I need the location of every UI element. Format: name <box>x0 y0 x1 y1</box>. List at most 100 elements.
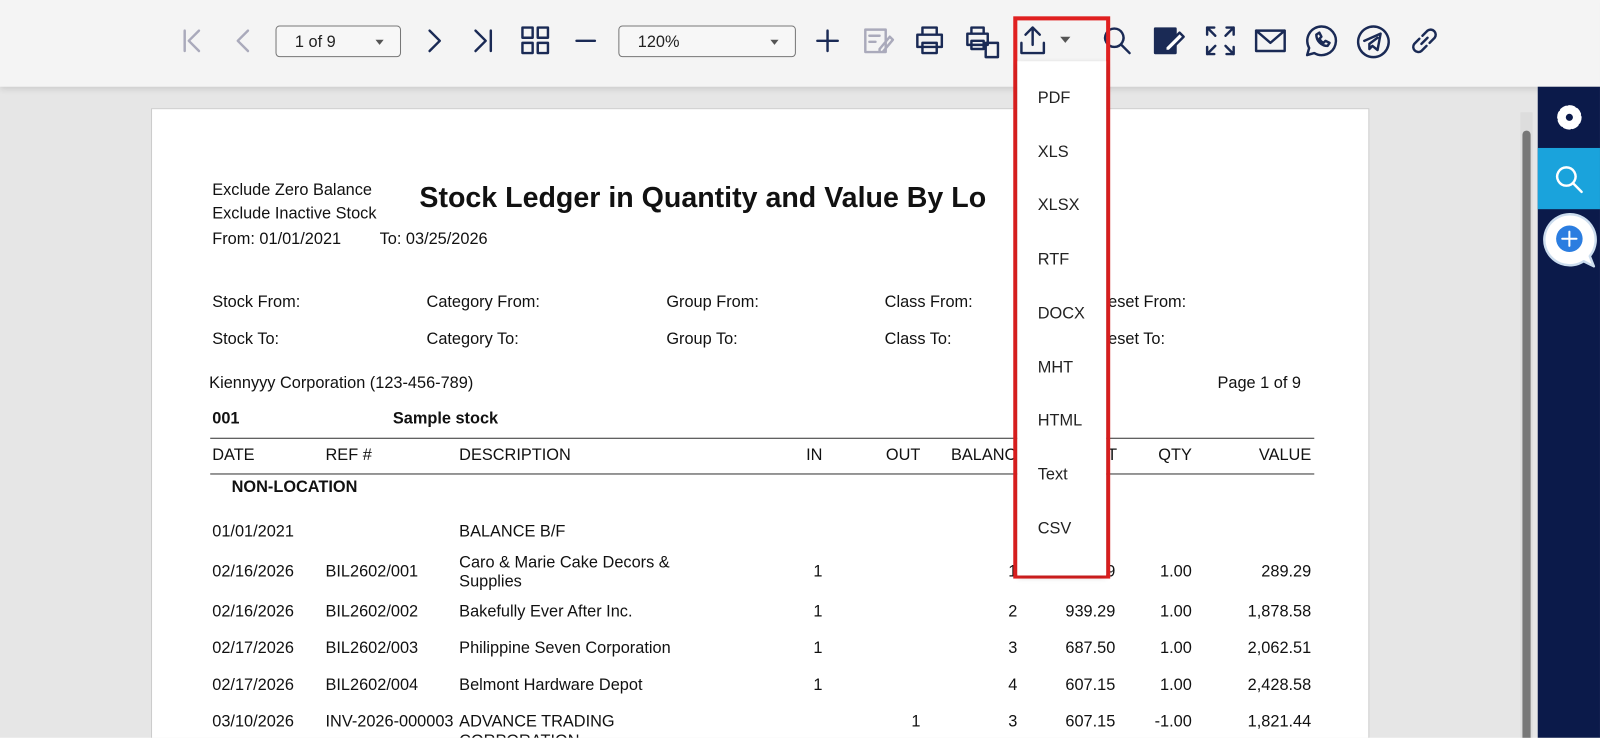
column-header: OUT <box>885 446 921 465</box>
sidebar-search-button[interactable] <box>1537 147 1600 210</box>
cell-description: Bakefully Ever After Inc. <box>459 603 633 621</box>
cell-value: 2,428.58 <box>1247 676 1312 694</box>
rule <box>210 437 1315 439</box>
column-header: QTY <box>1158 446 1192 465</box>
location: NON-LOCATION <box>231 478 358 496</box>
column-header: DATE <box>212 446 255 465</box>
cell-ref: INV-2026-000003 <box>325 713 454 731</box>
report-option: Exclude Inactive Stock <box>212 205 377 223</box>
column-header: IN <box>806 446 823 465</box>
report-option: Exclude Zero Balance <box>212 181 372 199</box>
export-option[interactable]: DOCX <box>1037 304 1085 323</box>
cell-qty: 1.00 <box>1160 563 1192 581</box>
export-option[interactable]: CSV <box>1037 519 1072 538</box>
print-button[interactable] <box>914 24 945 57</box>
sidebar <box>1537 86 1600 738</box>
thumbnails-button[interactable] <box>520 24 551 57</box>
first-page-button[interactable] <box>180 24 204 57</box>
cell-ref: BIL2602/001 <box>325 563 419 581</box>
cell-qty: 1.00 <box>1160 639 1192 658</box>
export-option[interactable]: XLS <box>1037 143 1069 161</box>
whatsapp-button[interactable] <box>1305 24 1340 59</box>
cell-description: BALANCE B/F <box>459 523 566 541</box>
export-button[interactable] <box>1018 24 1049 57</box>
company: Kiennyyy Corporation (123-456-789) <box>209 374 474 392</box>
page-selector[interactable]: 1 of 9 <box>275 25 402 58</box>
report-page: Exclude Zero Balance Exclude Inactive Sto… <box>151 108 1370 738</box>
cell-value: 1,821.44 <box>1247 713 1312 731</box>
filter-from: Category From: <box>426 293 540 312</box>
edit-button <box>864 28 895 54</box>
filter-to: eset To: <box>1108 330 1166 348</box>
cell-value: 1,878.58 <box>1247 603 1312 621</box>
copy-link-button[interactable] <box>1408 24 1441 57</box>
toolbar: 1 of 9 120% <box>0 0 1600 87</box>
filter-to: Group To: <box>666 330 738 348</box>
cell-balance: 2 <box>1008 603 1018 621</box>
zoom-text: 120% <box>637 33 680 52</box>
zoom-in-button[interactable] <box>814 24 841 57</box>
zoom-out-button[interactable] <box>573 24 597 57</box>
cell-in: 1 <box>813 676 823 694</box>
filter-from: eset From: <box>1108 293 1187 312</box>
settings-button[interactable] <box>1554 102 1585 133</box>
assistant-button[interactable] <box>1541 211 1598 268</box>
fullscreen-button[interactable] <box>1204 24 1237 57</box>
filter-to: Class To: <box>884 330 952 348</box>
cell-balance: 3 <box>1008 639 1018 658</box>
cell-description: Belmont Hardware Depot <box>459 676 643 694</box>
page-selector-text: 1 of 9 <box>294 33 336 52</box>
cell-qty: 1.00 <box>1160 676 1192 694</box>
export-option[interactable]: MHT <box>1037 358 1074 377</box>
column-header: REF # <box>325 446 372 465</box>
cell-balance: 4 <box>1008 676 1018 694</box>
print-options-button[interactable] <box>965 24 1000 59</box>
export-option[interactable]: RTF <box>1037 251 1070 269</box>
last-page-button[interactable] <box>471 24 495 57</box>
cell-balance: 1 <box>1008 563 1018 581</box>
cell-value: 2,062.51 <box>1247 639 1312 658</box>
cell-in: 1 <box>813 563 823 581</box>
filter-to: Stock To: <box>212 330 280 348</box>
cell-ref: BIL2602/004 <box>325 676 419 694</box>
cell-ref: BIL2602/002 <box>325 603 419 621</box>
filter-from: Class From: <box>884 293 973 312</box>
column-header: DESCRIPTION <box>459 446 571 465</box>
telegram-button[interactable] <box>1356 24 1391 59</box>
cell-qty: -1.00 <box>1154 713 1192 731</box>
cell-date: 02/16/2026 <box>212 563 294 581</box>
cell-description: Philippine Seven Corporation <box>459 639 671 658</box>
cell-description: ADVANCE TRADING CORPORATION <box>459 713 615 737</box>
export-option[interactable]: Text <box>1037 466 1068 484</box>
cell-in: 1 <box>813 639 823 658</box>
export-option[interactable]: XLSX <box>1037 197 1080 215</box>
date-to: To: 03/25/2026 <box>379 230 488 248</box>
cell-cost: 687.50 <box>1065 639 1116 658</box>
report-title: Stock Ledger in Quantity and Value By Lo <box>419 181 987 214</box>
stock-code: 001 <box>212 410 240 428</box>
date-from: From: 01/01/2021 <box>212 230 342 248</box>
column-header: BALANCE <box>951 446 1028 465</box>
cell-value: 289.29 <box>1261 563 1312 581</box>
stock-name: Sample stock <box>392 410 499 428</box>
prev-page-button[interactable] <box>233 24 257 57</box>
email-button[interactable] <box>1254 24 1289 57</box>
cell-in: 1 <box>813 603 823 621</box>
filter-from: Group From: <box>666 293 759 312</box>
export-option[interactable]: PDF <box>1037 89 1071 108</box>
export-option[interactable]: HTML <box>1037 412 1083 430</box>
next-page-button[interactable] <box>422 24 446 57</box>
filter-to: Category To: <box>426 330 519 348</box>
rule <box>210 473 1315 475</box>
page-number: Page 1 of 9 <box>1217 374 1302 392</box>
zoom-selector[interactable]: 120% <box>618 25 796 58</box>
cell-date: 01/01/2021 <box>212 523 294 541</box>
export-highlight <box>1013 16 1111 579</box>
cell-cost: 939.29 <box>1065 603 1116 621</box>
scrollbar <box>1520 112 1533 738</box>
cell-balance: 3 <box>1008 713 1018 731</box>
cell-date: 02/16/2026 <box>212 603 294 621</box>
publish-button[interactable] <box>1153 24 1188 57</box>
